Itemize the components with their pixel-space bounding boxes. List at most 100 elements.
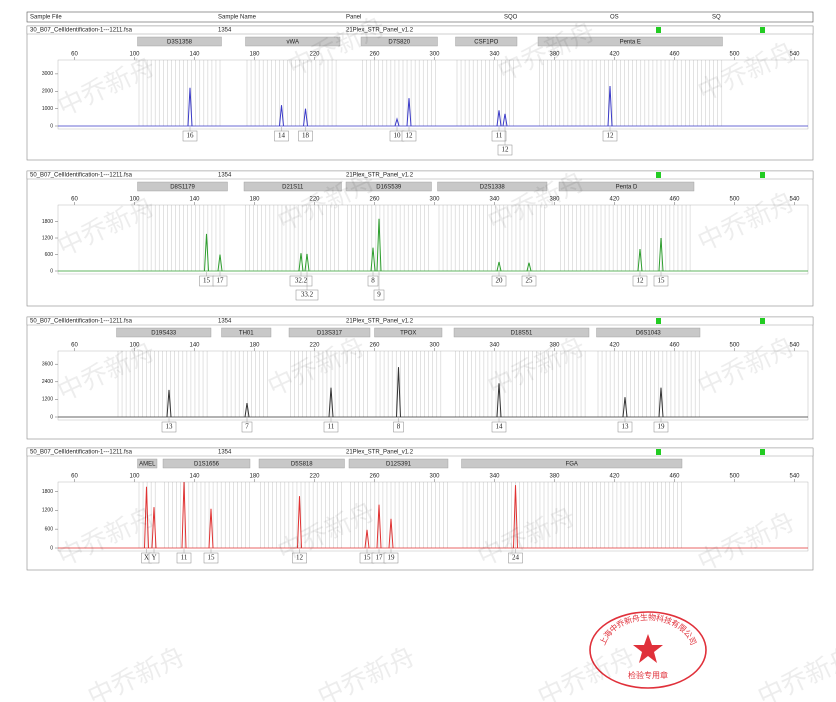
x-tick-label: 140 bbox=[189, 343, 200, 349]
locus-bar bbox=[360, 36, 438, 47]
peak bbox=[279, 105, 284, 127]
y-tick-label: 0 bbox=[50, 123, 53, 129]
x-tick-label: 180 bbox=[249, 52, 260, 58]
locus-name: D8S1179 bbox=[170, 185, 195, 191]
peak bbox=[298, 253, 304, 272]
header-cell: SQ bbox=[712, 15, 721, 21]
header-cell: Sample File bbox=[30, 15, 62, 21]
allele-box bbox=[373, 289, 385, 301]
sample-file: 30_B07_CellIdentification-1---1211.fsa bbox=[30, 28, 133, 34]
y-tick-label: 1200 bbox=[42, 397, 53, 403]
y-tick-label: 2000 bbox=[42, 89, 53, 95]
y-tick-label: 1800 bbox=[42, 219, 53, 225]
stamp-label: 检验专用章 bbox=[628, 670, 668, 680]
peak bbox=[607, 86, 613, 127]
header-cell: OS bbox=[610, 15, 619, 21]
y-tick-label: 1800 bbox=[42, 489, 53, 495]
peak bbox=[166, 389, 172, 418]
panel-name: 21Plex_STR_Panel_v1.2 bbox=[346, 450, 414, 456]
allele-label: 17 bbox=[376, 554, 384, 562]
quality-flag bbox=[760, 449, 765, 455]
allele-box bbox=[653, 275, 669, 287]
peak bbox=[181, 481, 187, 549]
panel-name: 21Plex_STR_Panel_v1.2 bbox=[346, 319, 414, 325]
peak bbox=[622, 397, 628, 418]
x-tick-label: 420 bbox=[609, 197, 620, 203]
allele-box bbox=[632, 275, 648, 287]
y-tick-label: 0 bbox=[50, 414, 53, 420]
locus-bar bbox=[461, 458, 683, 469]
allele-label: 13 bbox=[622, 423, 630, 431]
peak bbox=[364, 529, 370, 549]
peak bbox=[244, 402, 250, 418]
allele-label: 15 bbox=[203, 277, 211, 285]
allele-label: 8 bbox=[397, 423, 401, 431]
allele-box bbox=[203, 552, 219, 564]
x-tick-label: 140 bbox=[189, 52, 200, 58]
header-cell: Sample Name bbox=[218, 15, 257, 21]
locus-name: Penta E bbox=[620, 40, 641, 46]
peak bbox=[303, 108, 308, 127]
stamp-star bbox=[633, 634, 663, 663]
x-tick-label: 180 bbox=[249, 343, 260, 349]
allele-box bbox=[323, 421, 339, 433]
x-tick-label: 420 bbox=[609, 343, 620, 349]
locus-name: D21S11 bbox=[282, 185, 304, 191]
panel-header bbox=[26, 25, 814, 35]
peak bbox=[376, 504, 382, 549]
sample-name: 1354 bbox=[218, 173, 232, 179]
y-tick-label: 3600 bbox=[42, 362, 53, 368]
x-tick-label: 220 bbox=[309, 197, 320, 203]
allele-box bbox=[521, 275, 537, 287]
watermark: 中乔新舟 bbox=[693, 187, 800, 258]
x-tick-label: 340 bbox=[489, 474, 500, 480]
allele-label: 11 bbox=[181, 554, 188, 562]
allele-label: 15 bbox=[364, 554, 372, 562]
locus-bar bbox=[221, 327, 272, 338]
locus-bar bbox=[596, 327, 701, 338]
peak bbox=[513, 485, 518, 549]
plot-frame bbox=[57, 204, 809, 275]
plot-frame bbox=[57, 350, 809, 421]
peak bbox=[496, 110, 502, 127]
locus-name: D6S1043 bbox=[636, 331, 662, 337]
locus-bar bbox=[137, 458, 158, 469]
allele-label: 16 bbox=[187, 132, 195, 140]
allele-label: 12 bbox=[296, 554, 304, 562]
x-tick-label: 220 bbox=[309, 52, 320, 58]
allele-box bbox=[491, 275, 507, 287]
allele-box bbox=[182, 130, 198, 142]
watermark: 中乔新舟 bbox=[53, 192, 160, 263]
x-tick-label: 60 bbox=[71, 474, 78, 480]
sample-file: 50_B07_CellIdentification-1---1211.fsa bbox=[30, 173, 133, 179]
locus-bar bbox=[137, 181, 228, 192]
locus-bar bbox=[288, 327, 371, 338]
x-tick-label: 500 bbox=[729, 474, 740, 480]
x-tick-label: 420 bbox=[609, 52, 620, 58]
locus-name: TH01 bbox=[239, 331, 254, 337]
peak bbox=[496, 261, 502, 272]
x-tick-label: 60 bbox=[71, 343, 78, 349]
x-tick-label: 500 bbox=[729, 197, 740, 203]
x-tick-label: 100 bbox=[129, 343, 140, 349]
allele-label: 15 bbox=[658, 277, 666, 285]
x-tick-label: 460 bbox=[669, 52, 680, 58]
peak bbox=[406, 98, 412, 127]
allele-box bbox=[148, 552, 160, 564]
locus-bar bbox=[345, 181, 432, 192]
allele-label: 25 bbox=[526, 277, 534, 285]
x-tick-label: 300 bbox=[429, 197, 440, 203]
x-tick-label: 260 bbox=[369, 343, 380, 349]
y-tick-label: 2400 bbox=[42, 379, 53, 385]
y-tick-label: 600 bbox=[45, 526, 54, 532]
allele-box bbox=[292, 552, 307, 564]
allele-box bbox=[274, 130, 289, 142]
peak bbox=[370, 247, 376, 272]
locus-name: AMEL bbox=[139, 462, 156, 468]
y-tick-label: 1200 bbox=[42, 508, 53, 514]
allele-box bbox=[653, 421, 669, 433]
x-tick-label: 260 bbox=[369, 197, 380, 203]
peak bbox=[376, 218, 382, 272]
allele-box bbox=[602, 130, 618, 142]
x-tick-label: 420 bbox=[609, 474, 620, 480]
